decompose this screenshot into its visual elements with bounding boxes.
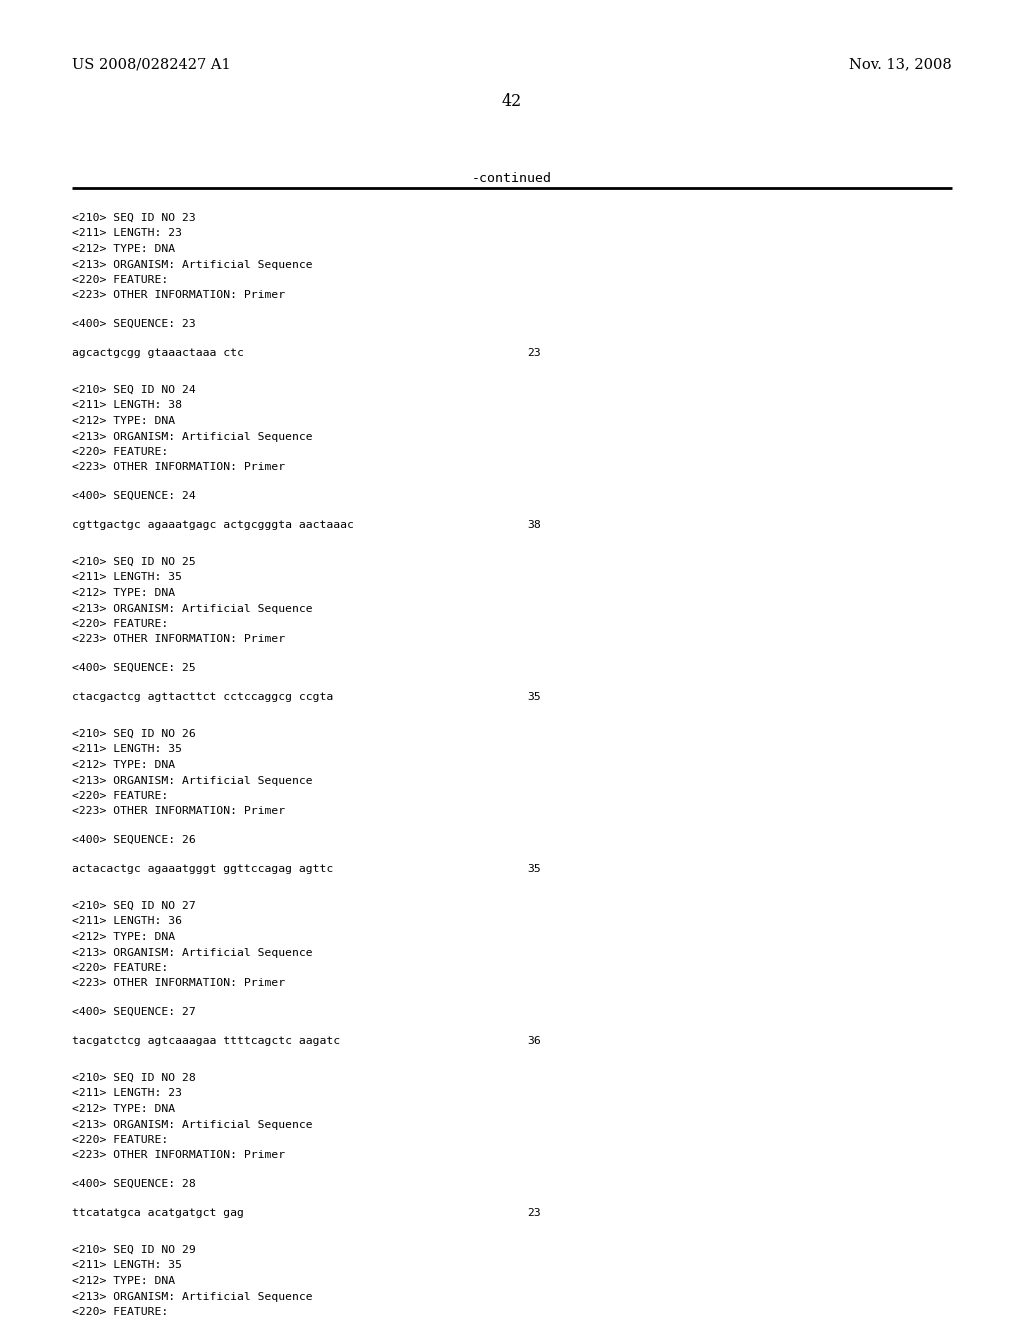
Text: <213> ORGANISM: Artificial Sequence: <213> ORGANISM: Artificial Sequence <box>72 603 312 614</box>
Text: <211> LENGTH: 35: <211> LENGTH: 35 <box>72 1261 182 1270</box>
Text: <400> SEQUENCE: 27: <400> SEQUENCE: 27 <box>72 1007 196 1016</box>
Text: <211> LENGTH: 35: <211> LENGTH: 35 <box>72 573 182 582</box>
Text: <211> LENGTH: 36: <211> LENGTH: 36 <box>72 916 182 927</box>
Text: <220> FEATURE:: <220> FEATURE: <box>72 619 168 630</box>
Text: 35: 35 <box>527 863 541 874</box>
Text: <212> TYPE: DNA: <212> TYPE: DNA <box>72 932 175 942</box>
Text: <210> SEQ ID NO 25: <210> SEQ ID NO 25 <box>72 557 196 568</box>
Text: <212> TYPE: DNA: <212> TYPE: DNA <box>72 1104 175 1114</box>
Text: <213> ORGANISM: Artificial Sequence: <213> ORGANISM: Artificial Sequence <box>72 1291 312 1302</box>
Text: actacactgc agaaatgggt ggttccagag agttc: actacactgc agaaatgggt ggttccagag agttc <box>72 863 333 874</box>
Text: <213> ORGANISM: Artificial Sequence: <213> ORGANISM: Artificial Sequence <box>72 1119 312 1130</box>
Text: <223> OTHER INFORMATION: Primer: <223> OTHER INFORMATION: Primer <box>72 978 285 989</box>
Text: <212> TYPE: DNA: <212> TYPE: DNA <box>72 587 175 598</box>
Text: <223> OTHER INFORMATION: Primer: <223> OTHER INFORMATION: Primer <box>72 635 285 644</box>
Text: <211> LENGTH: 38: <211> LENGTH: 38 <box>72 400 182 411</box>
Text: <223> OTHER INFORMATION: Primer: <223> OTHER INFORMATION: Primer <box>72 462 285 473</box>
Text: <400> SEQUENCE: 23: <400> SEQUENCE: 23 <box>72 319 196 329</box>
Text: <213> ORGANISM: Artificial Sequence: <213> ORGANISM: Artificial Sequence <box>72 776 312 785</box>
Text: <220> FEATURE:: <220> FEATURE: <box>72 1307 168 1317</box>
Text: 38: 38 <box>527 520 541 529</box>
Text: <213> ORGANISM: Artificial Sequence: <213> ORGANISM: Artificial Sequence <box>72 260 312 269</box>
Text: <223> OTHER INFORMATION: Primer: <223> OTHER INFORMATION: Primer <box>72 807 285 817</box>
Text: 36: 36 <box>527 1035 541 1045</box>
Text: <212> TYPE: DNA: <212> TYPE: DNA <box>72 760 175 770</box>
Text: <400> SEQUENCE: 26: <400> SEQUENCE: 26 <box>72 836 196 845</box>
Text: <212> TYPE: DNA: <212> TYPE: DNA <box>72 244 175 253</box>
Text: Nov. 13, 2008: Nov. 13, 2008 <box>849 57 952 71</box>
Text: 42: 42 <box>502 92 522 110</box>
Text: <220> FEATURE:: <220> FEATURE: <box>72 964 168 973</box>
Text: <212> TYPE: DNA: <212> TYPE: DNA <box>72 416 175 426</box>
Text: ttcatatgca acatgatgct gag: ttcatatgca acatgatgct gag <box>72 1208 244 1217</box>
Text: <210> SEQ ID NO 29: <210> SEQ ID NO 29 <box>72 1245 196 1255</box>
Text: <223> OTHER INFORMATION: Primer: <223> OTHER INFORMATION: Primer <box>72 290 285 301</box>
Text: -continued: -continued <box>472 172 552 185</box>
Text: ctacgactcg agttacttct cctccaggcg ccgta: ctacgactcg agttacttct cctccaggcg ccgta <box>72 692 333 701</box>
Text: <210> SEQ ID NO 24: <210> SEQ ID NO 24 <box>72 385 196 395</box>
Text: cgttgactgc agaaatgagc actgcgggta aactaaac: cgttgactgc agaaatgagc actgcgggta aactaaa… <box>72 520 354 529</box>
Text: <210> SEQ ID NO 28: <210> SEQ ID NO 28 <box>72 1073 196 1082</box>
Text: tacgatctcg agtcaaagaa ttttcagctc aagatc: tacgatctcg agtcaaagaa ttttcagctc aagatc <box>72 1035 340 1045</box>
Text: <210> SEQ ID NO 23: <210> SEQ ID NO 23 <box>72 213 196 223</box>
Text: US 2008/0282427 A1: US 2008/0282427 A1 <box>72 57 230 71</box>
Text: agcactgcgg gtaaactaaa ctc: agcactgcgg gtaaactaaa ctc <box>72 347 244 358</box>
Text: <223> OTHER INFORMATION: Primer: <223> OTHER INFORMATION: Primer <box>72 1151 285 1160</box>
Text: <400> SEQUENCE: 24: <400> SEQUENCE: 24 <box>72 491 196 502</box>
Text: <210> SEQ ID NO 26: <210> SEQ ID NO 26 <box>72 729 196 739</box>
Text: <213> ORGANISM: Artificial Sequence: <213> ORGANISM: Artificial Sequence <box>72 432 312 441</box>
Text: <400> SEQUENCE: 28: <400> SEQUENCE: 28 <box>72 1179 196 1189</box>
Text: <212> TYPE: DNA: <212> TYPE: DNA <box>72 1276 175 1286</box>
Text: 23: 23 <box>527 1208 541 1217</box>
Text: <400> SEQUENCE: 25: <400> SEQUENCE: 25 <box>72 663 196 673</box>
Text: <220> FEATURE:: <220> FEATURE: <box>72 447 168 457</box>
Text: <211> LENGTH: 23: <211> LENGTH: 23 <box>72 1089 182 1098</box>
Text: 35: 35 <box>527 692 541 701</box>
Text: <211> LENGTH: 23: <211> LENGTH: 23 <box>72 228 182 239</box>
Text: <211> LENGTH: 35: <211> LENGTH: 35 <box>72 744 182 755</box>
Text: 23: 23 <box>527 347 541 358</box>
Text: <210> SEQ ID NO 27: <210> SEQ ID NO 27 <box>72 902 196 911</box>
Text: <220> FEATURE:: <220> FEATURE: <box>72 791 168 801</box>
Text: <220> FEATURE:: <220> FEATURE: <box>72 1135 168 1144</box>
Text: <213> ORGANISM: Artificial Sequence: <213> ORGANISM: Artificial Sequence <box>72 948 312 957</box>
Text: <220> FEATURE:: <220> FEATURE: <box>72 275 168 285</box>
